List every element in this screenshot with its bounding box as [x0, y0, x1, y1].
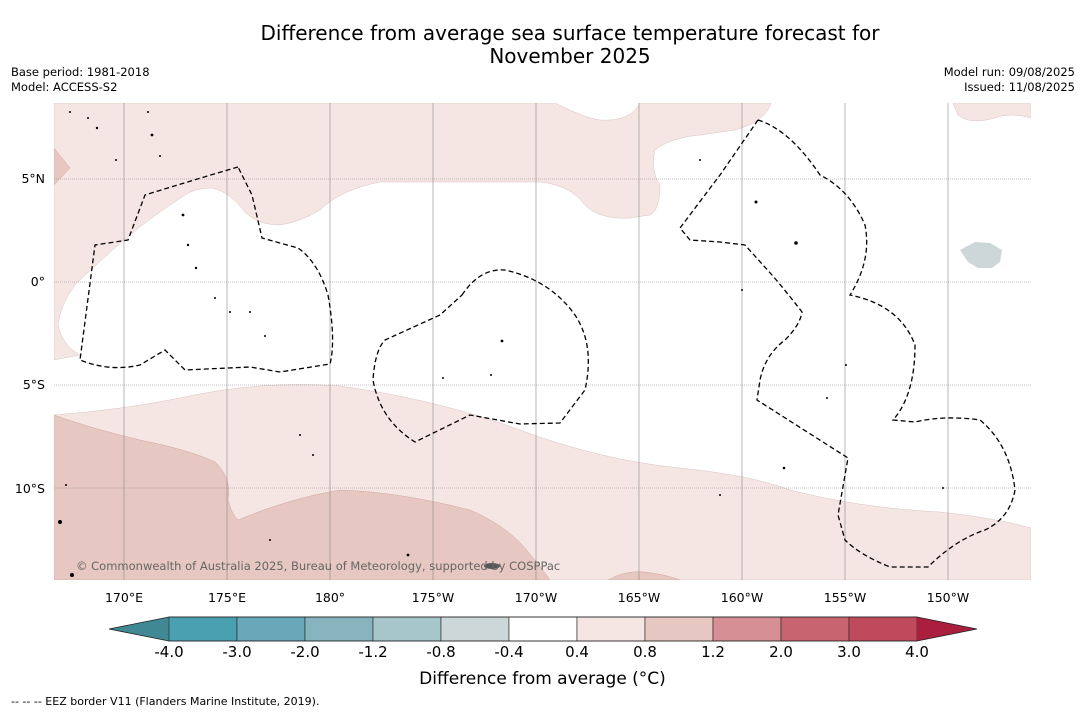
island [484, 563, 500, 569]
colorbar-cell [236, 616, 306, 642]
colorbar-tick: -3.0 [222, 643, 252, 661]
chart-title: Difference from average sea surface temp… [0, 22, 1085, 68]
island [115, 159, 117, 161]
island [312, 454, 314, 456]
colorbar-cell [372, 616, 442, 642]
colorbar-cell [508, 616, 578, 642]
island [181, 213, 185, 217]
colorbar-cell [712, 616, 782, 642]
colorbar-cell [168, 616, 238, 642]
colorbar-extend-low [109, 617, 169, 641]
meta-right: Model run: 09/08/2025 Issued: 11/08/2025 [944, 65, 1075, 95]
island [69, 111, 71, 113]
lon-label-165w: 165°W [617, 590, 661, 605]
colorbar-cell [304, 616, 374, 642]
colorbar-tick: 2.0 [769, 643, 793, 661]
lon-label-155w: 155°W [823, 590, 867, 605]
gridlines [54, 103, 1031, 580]
lon-label-175e: 175°E [207, 590, 246, 605]
issued-date: Issued: 11/08/2025 [964, 80, 1075, 94]
colorbar-cell [440, 616, 510, 642]
island [229, 311, 231, 313]
island [845, 364, 847, 366]
lat-label-5s: 5°S [22, 377, 45, 392]
title-line-2: November 2025 [489, 44, 651, 68]
colorbar-label: Difference from average (°C) [419, 669, 666, 689]
island [490, 374, 492, 376]
base-period: Base period: 1981-2018 [11, 65, 150, 79]
colorbar-cells [108, 616, 978, 642]
island [741, 289, 743, 291]
island [65, 484, 67, 486]
model-name: Model: ACCESS-S2 [11, 80, 118, 94]
island [406, 553, 410, 557]
colorbar-tick: -0.8 [426, 643, 456, 661]
eez-legend: -- -- -- EEZ border V11 (Flanders Marine… [11, 695, 320, 708]
island [442, 377, 444, 379]
island [500, 339, 504, 343]
island [269, 539, 271, 541]
lon-label-170w: 170°W [514, 590, 558, 605]
colorbar-tick: -4.0 [154, 643, 184, 661]
island [87, 117, 89, 119]
anomaly-region-south-warm [607, 571, 681, 580]
title-line-1: Difference from average sea surface temp… [260, 21, 880, 45]
colorbar-cell [848, 616, 918, 642]
anomaly-region-cool [960, 242, 1002, 268]
lat-label-10s: 10°S [14, 481, 45, 496]
anomaly-region-southwest-warm [54, 414, 551, 580]
lon-label-180: 180° [314, 590, 346, 605]
island [299, 434, 301, 436]
island [159, 155, 161, 157]
lon-label-170e: 170°E [104, 590, 143, 605]
colorbar-cell [576, 616, 646, 642]
lon-label-160w: 160°W [720, 590, 764, 605]
copyright-notice: © Commonwealth of Australia 2025, Bureau… [76, 559, 561, 573]
eez-borders [79, 119, 1016, 568]
island [264, 335, 266, 337]
colorbar-tick: -2.0 [290, 643, 320, 661]
island [150, 133, 154, 137]
colorbar-tick: -1.2 [358, 643, 388, 661]
eez-border-phoenix [372, 269, 589, 443]
islands [58, 111, 944, 577]
lon-label-175w: 175°W [411, 590, 455, 605]
island [214, 297, 216, 299]
colorbar-tick: 1.2 [701, 643, 725, 661]
model-run: Model run: 09/08/2025 [943, 65, 1075, 79]
island [699, 159, 701, 161]
eez-border-tuvalu-kiribati-west [79, 166, 334, 373]
island [754, 200, 758, 204]
colorbar-tick: 0.8 [633, 643, 657, 661]
colorbar-cell [780, 616, 850, 642]
colorbar-extend-high [917, 617, 977, 641]
island [249, 311, 251, 313]
island [794, 241, 798, 245]
colorbar-tick: 0.4 [565, 643, 589, 661]
lat-label-5n: 5°N [21, 171, 45, 186]
colorbar-outline [108, 616, 978, 642]
colorbar-tick: -0.4 [494, 643, 524, 661]
island [942, 487, 944, 489]
anomaly-region-west-warm [54, 147, 71, 186]
island [95, 126, 99, 130]
island [782, 466, 786, 470]
island [719, 494, 721, 496]
island [70, 573, 74, 577]
lon-label-150w: 150°W [926, 590, 970, 605]
colorbar-tick: 3.0 [837, 643, 861, 661]
island [147, 111, 149, 113]
anomaly-region-northeast [952, 103, 1031, 122]
island [186, 243, 190, 247]
island [58, 520, 62, 524]
island [826, 397, 828, 399]
meta-left: Base period: 1981-2018 Model: ACCESS-S2 [11, 65, 150, 95]
colorbar-cell [644, 616, 714, 642]
lat-label-0: 0° [30, 274, 45, 289]
island [194, 266, 198, 270]
colorbar-tick: 4.0 [905, 643, 929, 661]
